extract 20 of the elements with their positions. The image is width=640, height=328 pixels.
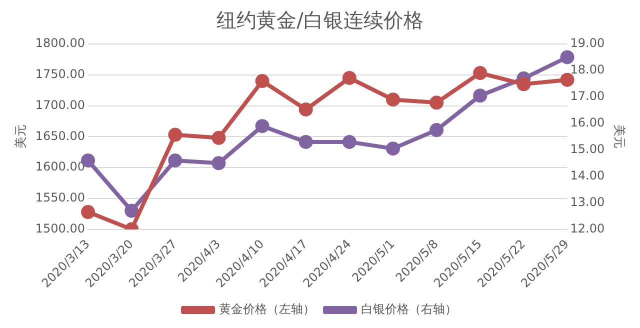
y-tick-label: 1600.00 — [35, 160, 86, 174]
y-tick-label: 1500.00 — [35, 221, 86, 236]
legend-label: 黄金价格（左轴） — [219, 302, 315, 316]
y2-tick-label: 12.00 — [570, 221, 605, 236]
y-tick-label: 1700.00 — [35, 98, 86, 112]
y2-tick-label: 16.00 — [570, 116, 605, 130]
y2-tick-label: 19.00 — [570, 36, 605, 50]
legend-label: 白银价格（右轴） — [361, 302, 457, 316]
y2-tick-label: 18.00 — [570, 62, 605, 77]
y2-axis-title: 美元 — [612, 124, 627, 149]
y-tick-label: 1650.00 — [35, 128, 86, 143]
y-tick-label: 1750.00 — [35, 67, 86, 82]
chart-title: 纽约黄金/白银连续价格 — [216, 8, 424, 32]
y-tick-label: 1800.00 — [35, 36, 86, 50]
y-tick-label: 1550.00 — [35, 190, 86, 205]
y2-tick-label: 17.00 — [570, 89, 605, 104]
y-axis-title: 美元 — [13, 124, 28, 149]
y2-tick-label: 13.00 — [570, 194, 605, 209]
y2-tick-label: 14.00 — [570, 168, 605, 182]
y2-tick-label: 15.00 — [570, 142, 605, 156]
